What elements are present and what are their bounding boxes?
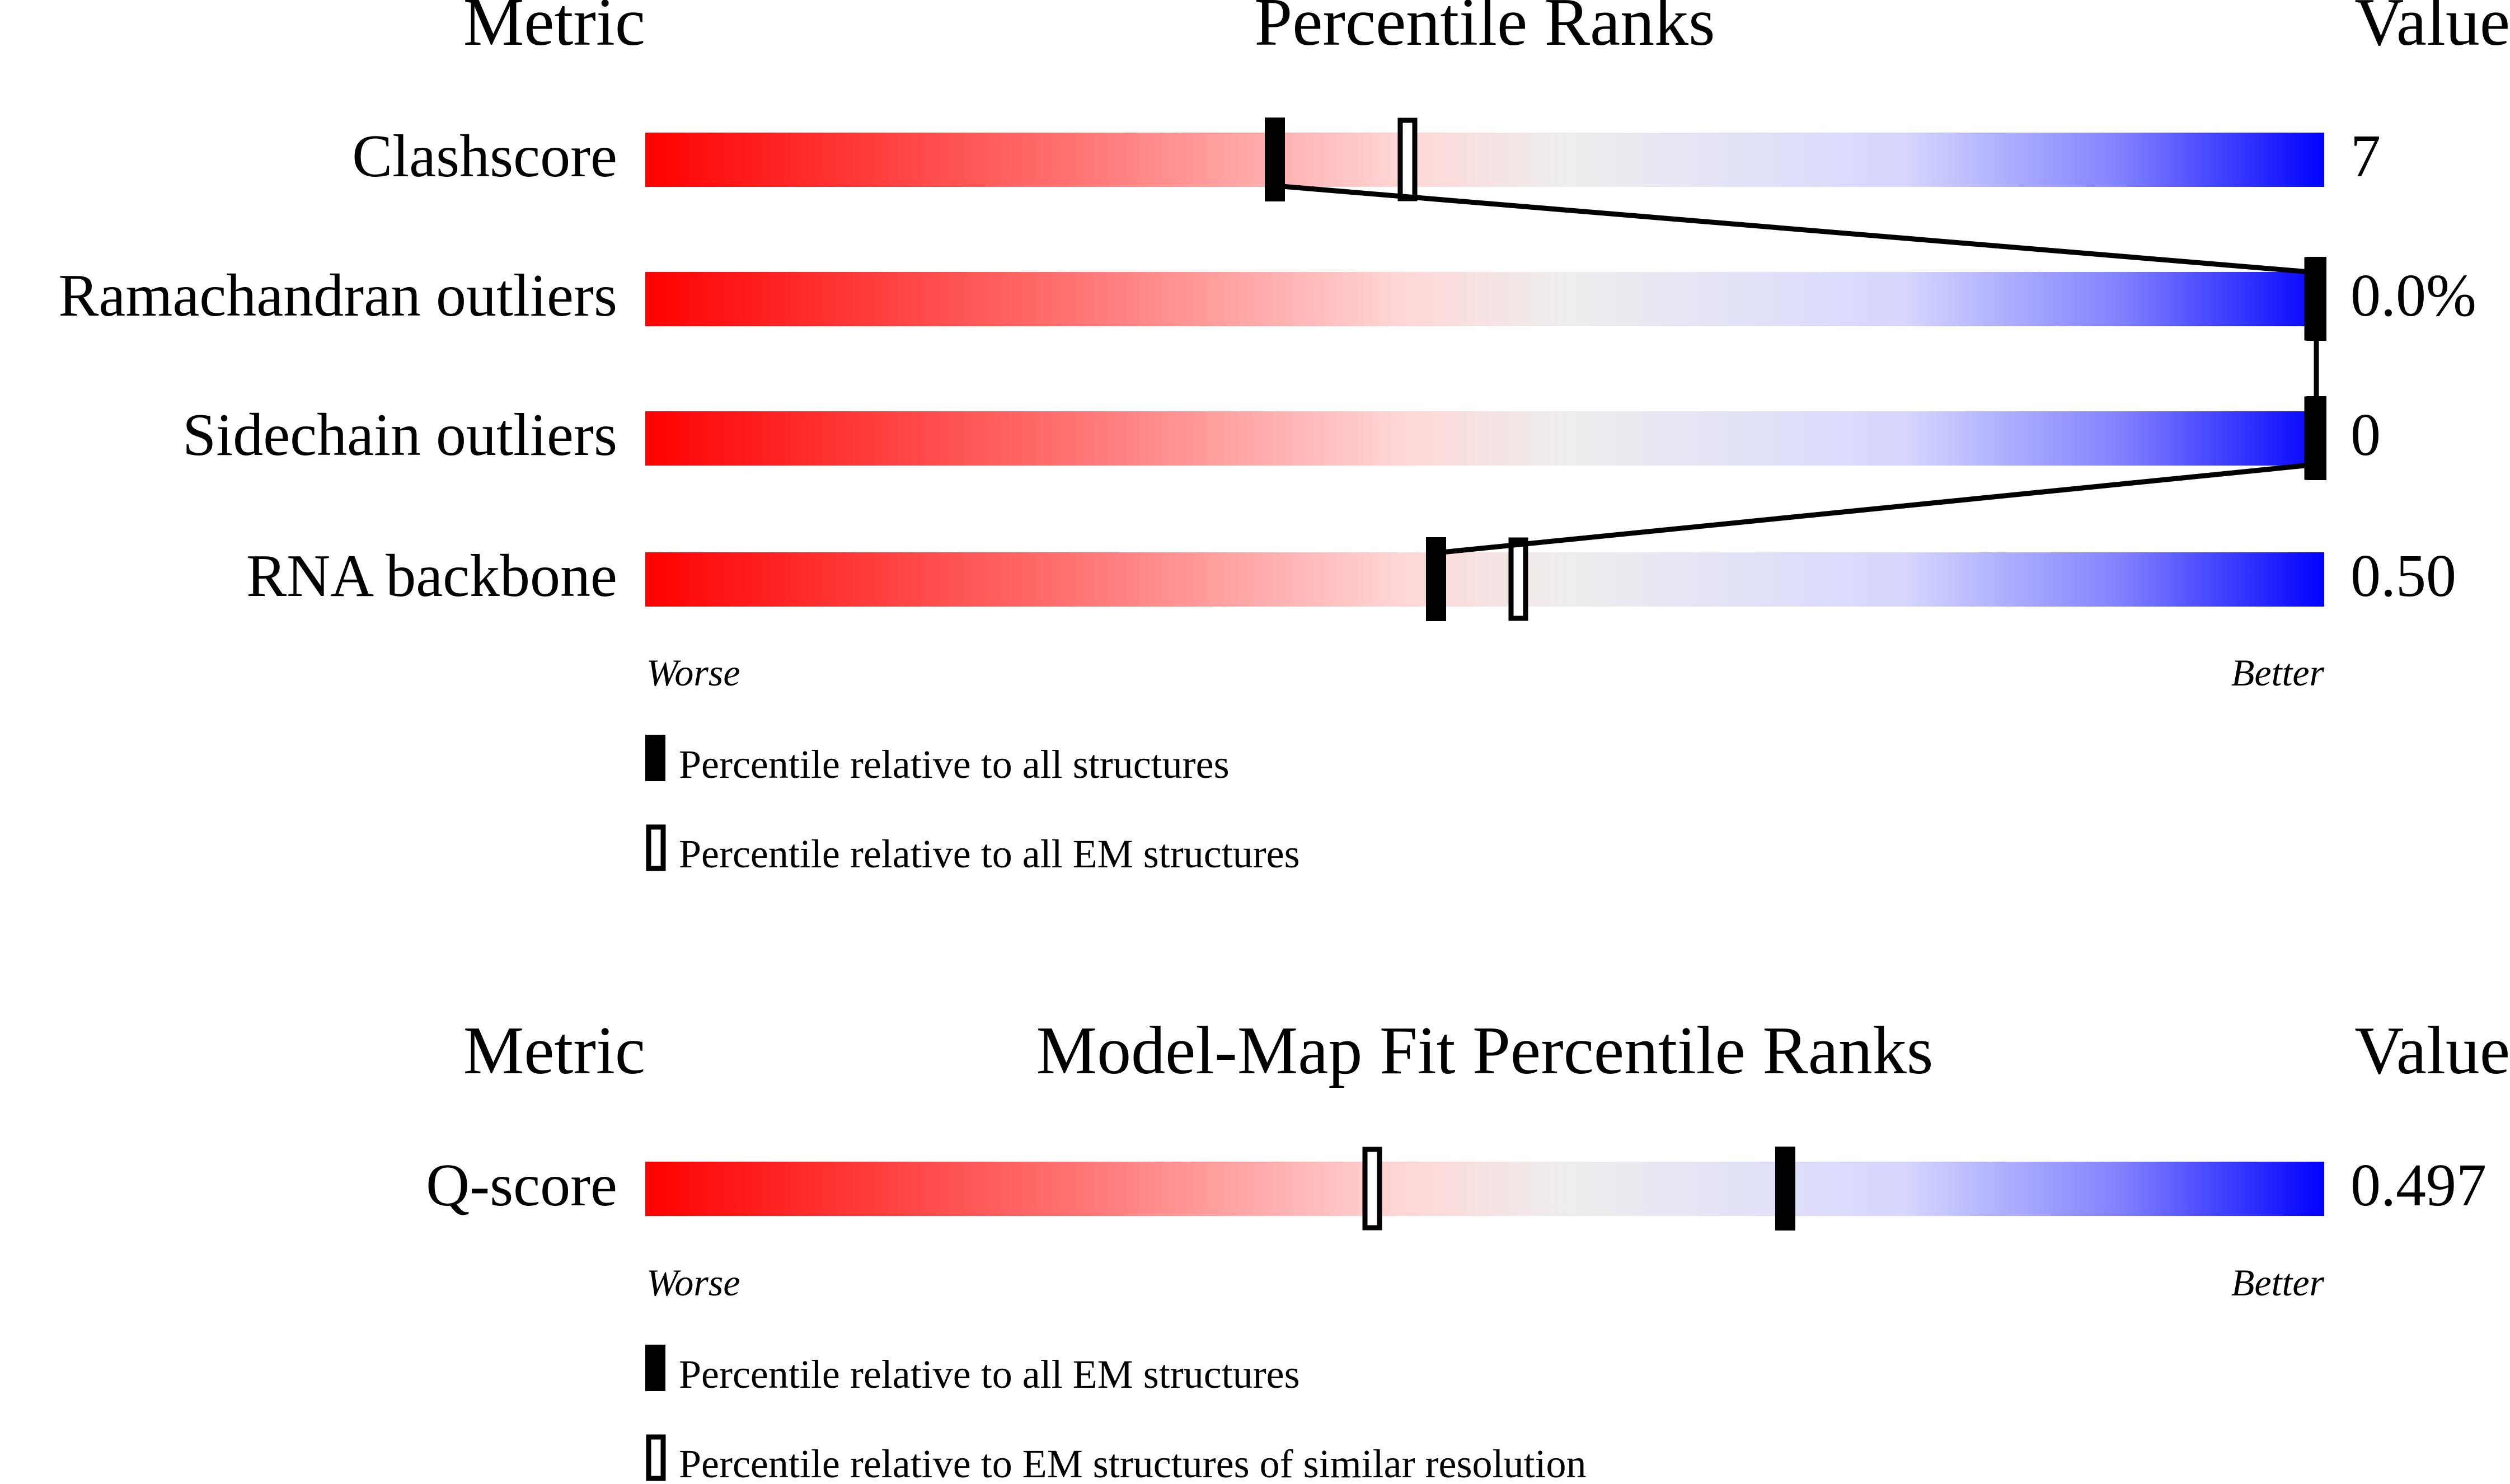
all-percentile-marker: [1775, 1147, 1795, 1231]
chart-title-2: Model-Map Fit Percentile Ranks: [1036, 1013, 1934, 1088]
legend-open-marker-2: [646, 1434, 666, 1481]
legend-open-marker: [646, 824, 666, 871]
legend-filled-label-2: Percentile relative to all EM structures: [679, 1352, 1300, 1397]
percentile-bar: [645, 552, 2324, 607]
metric-value: 0.50: [2351, 543, 2456, 609]
worse-label: Worse: [646, 651, 740, 694]
percentile-bar: [645, 133, 2324, 187]
percentile-bar: [645, 1162, 2324, 1216]
legend-open-label: Percentile relative to all EM structures: [679, 832, 1300, 876]
metric-value: 0.497: [2351, 1152, 2486, 1219]
worse-label-2: Worse: [646, 1261, 740, 1304]
legend-filled-marker: [645, 735, 665, 781]
metric-value: 0.0%: [2351, 262, 2476, 329]
value-header-2: Value: [2354, 1013, 2510, 1088]
marker-connector-line: [1274, 183, 2317, 275]
better-label-2: Better: [2231, 1261, 2325, 1304]
value-header: Value: [2354, 0, 2510, 60]
secondary-percentile-marker: [1362, 1147, 1382, 1231]
marker-connector-line: [1435, 462, 2317, 556]
rows-group-2: Q-score 0.497: [426, 1147, 2486, 1231]
metric-label: RNA backbone: [246, 543, 617, 609]
legend-open-label-2: Percentile relative to EM structures of …: [679, 1441, 1587, 1484]
percentile-bar: [645, 411, 2324, 466]
legend-filled-label: Percentile relative to all structures: [679, 742, 1230, 787]
metric-value: 7: [2351, 123, 2381, 190]
better-label: Better: [2231, 651, 2325, 694]
secondary-percentile-marker: [1397, 118, 1418, 201]
legend-filled-marker-2: [645, 1345, 665, 1391]
rows-group: Clashscore 7 Ramachandran outliers 0.0% Side…: [58, 118, 2476, 621]
metric-label: Clashscore: [352, 123, 617, 190]
metric-label: Sidechain outliers: [182, 402, 617, 468]
metric-header: Metric: [463, 0, 645, 60]
metric-label: Ramachandran outliers: [58, 262, 617, 329]
chart-title: Percentile Ranks: [1254, 0, 1715, 60]
metric-value: 0: [2351, 402, 2381, 468]
percentile-bar: [645, 272, 2324, 326]
metric-label: Q-score: [426, 1152, 617, 1219]
secondary-percentile-marker: [1508, 537, 1528, 621]
metric-header-2: Metric: [463, 1013, 645, 1088]
